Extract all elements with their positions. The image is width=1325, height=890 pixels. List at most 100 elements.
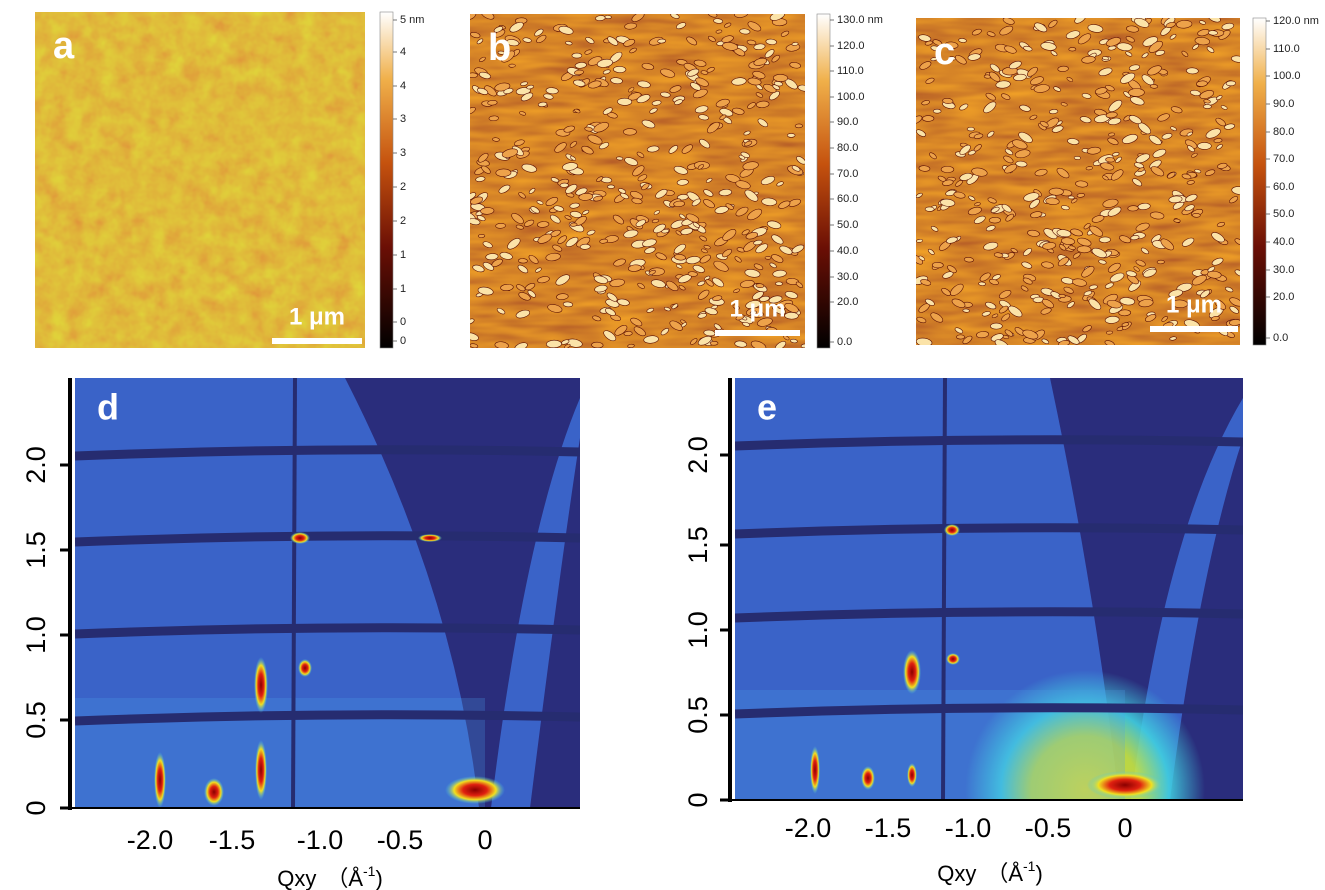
grain [1217,162,1228,169]
grain [973,215,986,224]
colorbar-label: 50.0 [837,219,858,231]
colorbar-label: 110.0 [1273,43,1300,55]
grain [602,107,613,115]
grain [1149,211,1165,220]
grain [586,229,596,236]
grain [740,280,755,288]
grain [1040,42,1057,51]
grain [637,174,648,182]
grain [641,63,655,70]
colorbar-label: 4 [400,46,406,58]
grain [766,220,782,229]
grain [604,15,612,20]
grain [773,74,789,82]
grain [482,241,493,249]
grain [1023,192,1040,202]
grain [585,37,595,44]
grain [614,324,628,336]
grain [1110,169,1124,181]
grain [924,206,935,212]
diffraction-peak [861,766,875,790]
grain [587,134,603,145]
grain [1076,245,1092,254]
grain [1104,282,1114,289]
grain [673,165,688,175]
grain [791,42,799,46]
x-tick-label: -1.5 [209,825,256,855]
x-axis-label: Qxy （Å-1) [277,863,383,890]
grain [1001,313,1011,322]
diffraction-peak [445,776,505,804]
x-tick-label: 0 [1117,813,1132,843]
grain [676,179,689,186]
grain [476,38,484,45]
grain [528,188,536,194]
diffraction-peak [903,650,921,694]
grain [1130,96,1145,106]
grain [535,267,542,273]
grain [1150,166,1165,177]
grain [494,341,509,348]
grain [657,38,667,44]
grain [713,18,724,24]
grain [520,92,534,102]
scale-bar [272,338,362,344]
grain [1128,64,1141,71]
grain [1077,33,1092,45]
grain [1057,257,1070,267]
grain [1194,169,1202,174]
grain [1034,22,1048,33]
grain [1056,167,1070,179]
grain [983,101,997,114]
grain [1106,299,1122,309]
grain [644,246,656,254]
x-axis-label-close: ) [1035,861,1042,886]
scale-bar-label: 1 μm [1166,291,1222,318]
grain [675,22,687,30]
y-tick-label: 0.5 [21,701,51,739]
grain [687,68,700,77]
grain [968,195,976,201]
grain [665,280,679,292]
grain [1066,77,1074,82]
colorbar [1252,17,1267,346]
grain [930,57,938,62]
grain [1022,329,1039,340]
colorbar-label: 1 [400,283,406,295]
grain [1220,105,1228,110]
grain [1134,18,1150,28]
grain [610,77,623,85]
grain [1119,297,1135,306]
grain [485,253,499,261]
grain [470,192,477,201]
grain [1132,178,1143,187]
grain [470,318,475,325]
grain [712,277,725,288]
grain [624,22,637,30]
grain [1070,228,1083,237]
grain [989,278,999,285]
grain [1013,73,1027,82]
grain [1008,305,1023,318]
grain [637,80,651,88]
grain [699,254,711,264]
grain [1205,128,1221,139]
grain [1102,56,1110,61]
grain [1170,126,1177,131]
grain [1199,90,1215,99]
colorbar-label: 100.0 [837,91,865,103]
grain [1086,146,1102,155]
grain [700,248,708,254]
colorbar-label: 5 nm [400,14,424,26]
grain [783,335,790,341]
grain [981,311,991,317]
grain [676,264,683,269]
grain [661,228,670,234]
grain [744,268,761,278]
grain [1014,149,1031,159]
grain [1015,160,1028,168]
grain [1121,322,1130,327]
grain [989,63,1000,73]
x-axis-label-close: ) [375,866,382,890]
